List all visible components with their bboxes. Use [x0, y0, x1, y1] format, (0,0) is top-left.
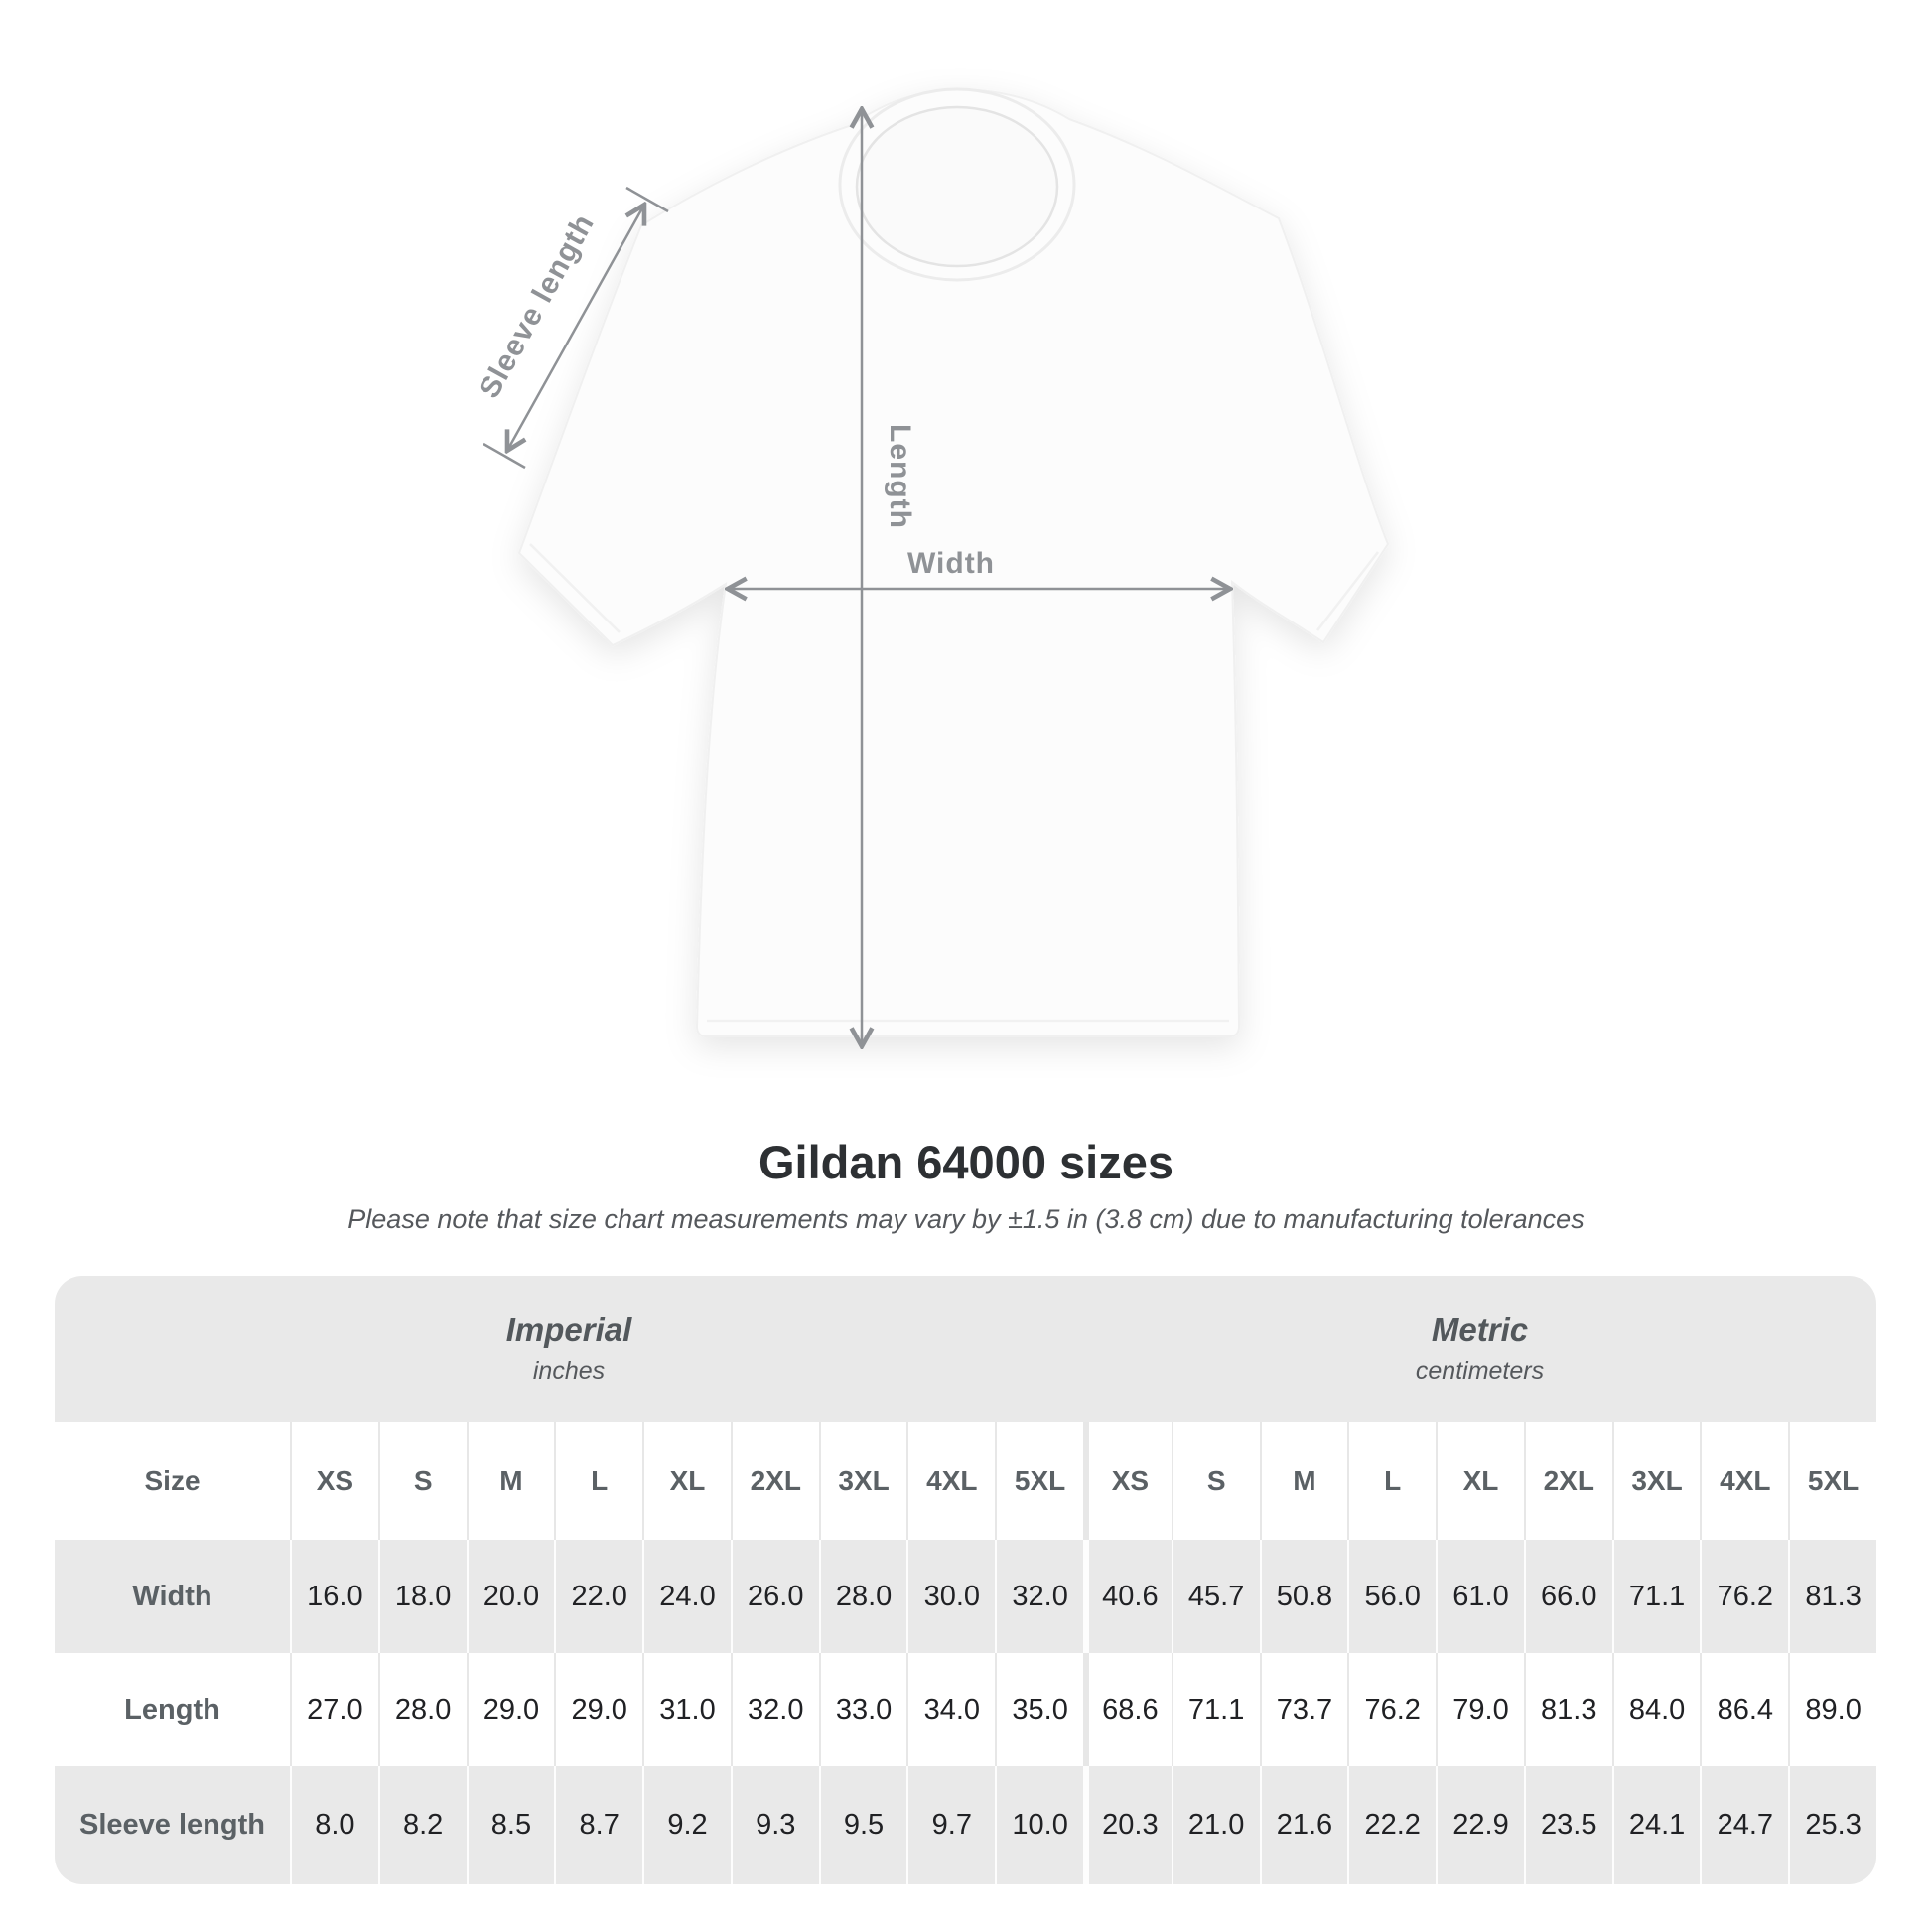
table-cell: 66.0 — [1523, 1540, 1612, 1653]
table-cell: 9.3 — [730, 1766, 819, 1884]
table-cell: 45.7 — [1171, 1540, 1260, 1653]
table-cell: 21.6 — [1259, 1766, 1348, 1884]
tshirt-silhouette — [517, 87, 1390, 1037]
table-cell: 25.3 — [1788, 1766, 1876, 1884]
size-header-m-imperial: M — [466, 1422, 555, 1540]
size-column-header: Size — [55, 1422, 290, 1540]
sleeve-length-arrow — [483, 186, 669, 470]
table-cell: 8.0 — [290, 1766, 378, 1884]
unit-sub: inches — [532, 1357, 606, 1385]
table-cell: 20.0 — [466, 1540, 555, 1653]
table-cell: 22.0 — [554, 1540, 643, 1653]
row-label: Sleeve length — [55, 1766, 290, 1884]
table-cell: 79.0 — [1436, 1653, 1524, 1766]
length-label: Length — [884, 424, 916, 529]
tshirt-graphic: Sleeve length Length Width — [473, 87, 1390, 1120]
table-cell: 50.8 — [1259, 1540, 1348, 1653]
table-cell: 61.0 — [1436, 1540, 1524, 1653]
table-cell: 24.7 — [1700, 1766, 1789, 1884]
table-cell: 27.0 — [290, 1653, 378, 1766]
table-cell: 28.0 — [377, 1653, 467, 1766]
table-cell: 16.0 — [290, 1540, 378, 1653]
table-cell: 73.7 — [1259, 1653, 1348, 1766]
page-title: Gildan 64000 sizes — [758, 1136, 1174, 1188]
table-cell: 32.0 — [995, 1540, 1083, 1653]
size-header-l-metric: L — [1347, 1422, 1437, 1540]
table-cell: 35.0 — [995, 1653, 1083, 1766]
table-cell: 23.5 — [1523, 1766, 1612, 1884]
size-header-3xl-metric: 3XL — [1611, 1422, 1701, 1540]
right-cuff-stitch — [1316, 551, 1379, 631]
table-cell: 9.2 — [642, 1766, 731, 1884]
table-cell: 40.6 — [1083, 1540, 1172, 1653]
size-header-5xl-imperial: 5XL — [995, 1422, 1083, 1540]
table-cell: 10.0 — [995, 1766, 1083, 1884]
table-cell: 26.0 — [730, 1540, 819, 1653]
table-cell: 22.9 — [1436, 1766, 1524, 1884]
table-cell: 9.7 — [906, 1766, 996, 1884]
unit-name: Metric — [1431, 1311, 1529, 1348]
table-cell: 32.0 — [730, 1653, 819, 1766]
size-header-xl-metric: XL — [1436, 1422, 1524, 1540]
unit-band-metric: Metric centimeters — [1083, 1276, 1876, 1422]
table-cell: 71.1 — [1171, 1653, 1260, 1766]
table-cell: 33.0 — [818, 1653, 907, 1766]
table-cell: 68.6 — [1083, 1653, 1172, 1766]
sleeve-length-end-tick — [625, 186, 669, 213]
collar-inner — [855, 105, 1059, 268]
size-header-4xl-imperial: 4XL — [906, 1422, 996, 1540]
size-header-5xl-metric: 5XL — [1788, 1422, 1876, 1540]
collar-outer — [838, 87, 1076, 282]
table-cell: 89.0 — [1788, 1653, 1876, 1766]
table-cell: 76.2 — [1700, 1540, 1789, 1653]
table-cell: 8.2 — [377, 1766, 467, 1884]
row-label: Width — [55, 1540, 290, 1653]
row-label: Length — [55, 1653, 290, 1766]
table-cell: 9.5 — [818, 1766, 907, 1884]
table-cell: 29.0 — [466, 1653, 555, 1766]
table-cell: 84.0 — [1611, 1653, 1701, 1766]
table-cell: 29.0 — [554, 1653, 643, 1766]
tshirt-measurement-diagram: Sleeve length Length Width — [473, 87, 1390, 1120]
table-cell: 31.0 — [642, 1653, 731, 1766]
size-header-xs-imperial: XS — [290, 1422, 378, 1540]
table-cell: 76.2 — [1347, 1653, 1437, 1766]
table-cell: 8.7 — [554, 1766, 643, 1884]
size-header-xs-metric: XS — [1083, 1422, 1172, 1540]
width-label: Width — [907, 547, 995, 580]
table-cell: 81.3 — [1523, 1653, 1612, 1766]
table-cell: 21.0 — [1171, 1766, 1260, 1884]
unit-name: Imperial — [505, 1311, 632, 1348]
size-header-2xl-imperial: 2XL — [730, 1422, 819, 1540]
sleeve-length-label: Sleeve length — [473, 208, 601, 404]
unit-sub: centimeters — [1415, 1357, 1545, 1385]
table-cell: 20.3 — [1083, 1766, 1172, 1884]
table-cell: 24.0 — [642, 1540, 731, 1653]
table-cell: 71.1 — [1611, 1540, 1701, 1653]
table-cell: 34.0 — [906, 1653, 996, 1766]
left-cuff-stitch — [529, 543, 621, 633]
table-cell: 81.3 — [1788, 1540, 1876, 1653]
table-cell: 28.0 — [818, 1540, 907, 1653]
table-cell: 24.1 — [1611, 1766, 1701, 1884]
sleeve-length-start-tick — [483, 442, 526, 470]
table-cell: 8.5 — [466, 1766, 555, 1884]
size-header-xl-imperial: XL — [642, 1422, 731, 1540]
table-cell: 56.0 — [1347, 1540, 1437, 1653]
size-header-s-imperial: S — [377, 1422, 467, 1540]
size-header-4xl-metric: 4XL — [1700, 1422, 1789, 1540]
size-header-m-metric: M — [1259, 1422, 1348, 1540]
size-header-3xl-imperial: 3XL — [818, 1422, 907, 1540]
table-cell: 86.4 — [1700, 1653, 1789, 1766]
table-cell: 30.0 — [906, 1540, 996, 1653]
size-header-s-metric: S — [1171, 1422, 1260, 1540]
tolerance-note: Please note that size chart measurements… — [347, 1204, 1585, 1234]
size-table: Imperial inches Metric centimeters Size XS S M L… — [55, 1276, 1876, 1884]
size-header-l-imperial: L — [554, 1422, 643, 1540]
table-cell: 18.0 — [377, 1540, 467, 1653]
size-header-2xl-metric: 2XL — [1523, 1422, 1612, 1540]
unit-band-imperial: Imperial inches — [55, 1276, 1083, 1422]
table-cell: 22.2 — [1347, 1766, 1437, 1884]
